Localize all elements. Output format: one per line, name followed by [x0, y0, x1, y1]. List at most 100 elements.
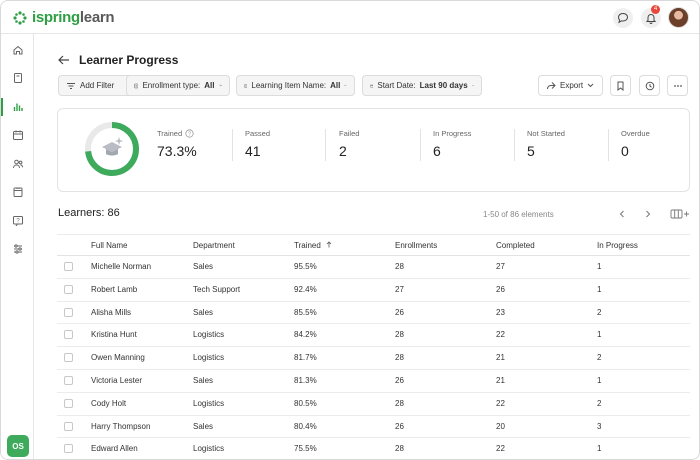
cell-completed: 22 [496, 398, 505, 408]
sidebar-item-home[interactable] [1, 39, 34, 61]
cell-full-name[interactable]: Victoria Lester [91, 375, 142, 385]
stat-passed-label: Passed [245, 129, 271, 138]
enrollment-icon [134, 83, 139, 88]
column-header-full-name[interactable]: Full Name [91, 241, 128, 250]
cell-full-name[interactable]: Edward Allen [91, 444, 138, 454]
sidebar-item-reports[interactable] [1, 96, 34, 118]
row-checkbox[interactable] [64, 421, 73, 431]
sidebar-item-settings[interactable] [1, 238, 34, 260]
more-options-button[interactable] [667, 75, 688, 96]
column-header-enrollments[interactable]: Enrollments [395, 241, 438, 250]
cell-full-name[interactable]: Alisha Mills [91, 307, 132, 317]
chevron-down-icon [471, 84, 474, 87]
sidebar-item-assignments[interactable] [1, 181, 34, 203]
row-checkbox[interactable] [64, 353, 73, 363]
row-checkbox[interactable] [64, 262, 73, 271]
cell-in-progress: 2 [597, 353, 602, 363]
table-row[interactable]: Robert Lamb Tech Support 92.4% 27 26 1 [57, 279, 690, 302]
reports-chart-icon [13, 103, 23, 111]
cell-full-name[interactable]: Harry Thompson [91, 421, 151, 431]
previous-page-button[interactable] [616, 208, 628, 220]
add-filter-label: Add Filter [80, 81, 115, 90]
add-filter-button[interactable]: Add Filter [58, 75, 133, 96]
cell-department: Logistics [193, 330, 225, 340]
notifications-button[interactable]: 4 [641, 5, 661, 28]
back-button[interactable] [57, 54, 71, 66]
table-row[interactable]: Cody Holt Logistics 80.5% 28 22 2 [57, 393, 690, 416]
sidebar-item-users[interactable] [1, 153, 34, 175]
table-row[interactable]: Harry Thompson Sales 80.4% 26 20 3 [57, 416, 690, 439]
calendar-icon [12, 130, 23, 140]
cell-enrollments: 27 [395, 284, 404, 294]
schedule-button[interactable] [639, 75, 660, 96]
account-initials-button[interactable]: OS [7, 435, 29, 457]
export-button[interactable]: Export [538, 75, 603, 96]
ispring-logo[interactable]: ispringlearn [13, 9, 115, 26]
svg-text:?: ? [188, 132, 191, 138]
column-header-in-progress[interactable]: In Progress [597, 241, 638, 250]
stat-not-started-label: Not Started [527, 129, 565, 138]
cell-full-name[interactable]: Cody Holt [91, 398, 127, 408]
enrollment-filter-label: Enrollment type: [142, 81, 201, 90]
cell-in-progress: 1 [597, 262, 602, 271]
column-settings-button[interactable] [669, 208, 691, 220]
top-bar: ispringlearn 4 [1, 1, 699, 34]
stat-overdue: Overdue 0 [621, 129, 650, 159]
stat-failed: Failed 2 [339, 129, 359, 159]
cell-trained: 81.3% [294, 375, 317, 385]
cell-full-name[interactable]: Michelle Norman [91, 262, 152, 271]
column-header-completed[interactable]: Completed [496, 241, 535, 250]
table-row[interactable]: Victoria Lester Sales 81.3% 26 21 1 [57, 370, 690, 393]
chevron-down-icon [344, 84, 347, 87]
stat-passed: Passed 41 [245, 129, 270, 159]
cell-department: Logistics [193, 398, 225, 408]
row-checkbox[interactable] [64, 307, 73, 317]
cell-completed: 22 [496, 444, 505, 454]
row-checkbox[interactable] [64, 444, 73, 454]
cell-department: Tech Support [193, 284, 241, 294]
column-header-department[interactable]: Department [193, 241, 235, 250]
row-checkbox[interactable] [64, 330, 73, 340]
table-row[interactable]: Michelle Norman Sales 95.5% 28 27 1 [57, 256, 690, 279]
cell-in-progress: 3 [597, 421, 602, 431]
sort-ascending-icon [326, 241, 332, 248]
stat-overdue-value: 0 [621, 143, 629, 159]
row-checkbox[interactable] [64, 375, 73, 385]
learners-table: Full Name Department Trained Enrollments… [57, 234, 690, 459]
row-checkbox[interactable] [64, 284, 73, 294]
chat-button[interactable] [613, 8, 633, 28]
row-checkbox[interactable] [64, 398, 73, 408]
cell-full-name[interactable]: Robert Lamb [91, 284, 138, 294]
table-row[interactable]: Alisha Mills Sales 85.5% 26 23 2 [57, 302, 690, 325]
sidebar-item-help[interactable]: ? [1, 210, 34, 232]
bookmark-icon [617, 81, 624, 91]
chat-bubble-icon [617, 12, 629, 24]
cell-completed: 20 [496, 421, 505, 431]
info-help-icon[interactable]: ? [185, 129, 194, 138]
learners-count-title: Learners: 86 [58, 207, 120, 219]
table-row[interactable]: Kristina Hunt Logistics 84.2% 28 22 1 [57, 324, 690, 348]
next-page-button[interactable] [642, 208, 654, 220]
table-row[interactable]: Edward Allen Logistics 75.5% 28 22 1 [57, 438, 690, 459]
table-row[interactable]: Owen Manning Logistics 81.7% 28 21 2 [57, 347, 690, 370]
cell-full-name[interactable]: Kristina Hunt [91, 330, 137, 340]
column-header-trained[interactable]: Trained [294, 241, 332, 250]
start-date-filter[interactable]: Start Date: Last 90 days [362, 75, 482, 96]
bookmark-button[interactable] [610, 75, 631, 96]
enrollment-type-filter[interactable]: Enrollment type: All [126, 75, 230, 96]
sidebar-item-content[interactable] [1, 67, 34, 89]
logo-icon [13, 10, 27, 25]
trained-progress-ring [85, 122, 139, 176]
chevron-down-icon [218, 84, 222, 87]
learning-item-filter[interactable]: Learning Item Name: All [236, 75, 355, 96]
stat-divider [325, 129, 326, 161]
cell-enrollments: 26 [395, 307, 404, 317]
cell-in-progress: 2 [597, 307, 602, 317]
stat-failed-label: Failed [339, 129, 360, 138]
user-avatar[interactable] [668, 7, 689, 28]
book-icon [13, 73, 22, 83]
sidebar-item-calendar[interactable] [1, 124, 34, 146]
cell-full-name[interactable]: Owen Manning [91, 353, 145, 363]
cell-in-progress: 2 [597, 398, 602, 408]
cell-in-progress: 1 [597, 375, 602, 385]
